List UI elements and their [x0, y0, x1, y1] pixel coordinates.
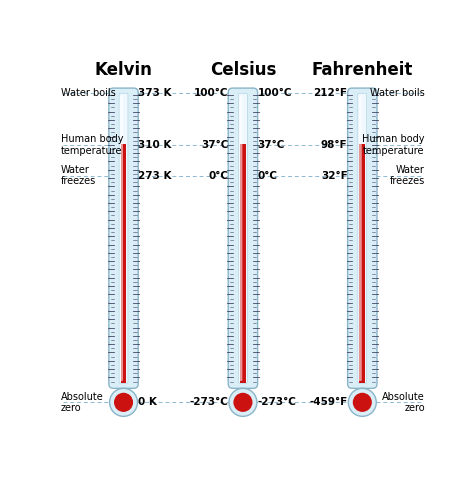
- Circle shape: [348, 388, 376, 416]
- FancyBboxPatch shape: [228, 88, 257, 388]
- Text: -459°F: -459°F: [310, 398, 347, 407]
- Circle shape: [109, 388, 137, 416]
- Text: 0°C: 0°C: [208, 171, 228, 181]
- Circle shape: [233, 393, 253, 412]
- Text: Absolute
zero: Absolute zero: [61, 391, 104, 413]
- Text: 0 K: 0 K: [138, 398, 157, 407]
- Text: Absolute
zero: Absolute zero: [382, 391, 425, 413]
- Text: Human body
temperature: Human body temperature: [61, 134, 124, 156]
- Text: 373 K: 373 K: [138, 88, 172, 98]
- Text: Fahrenheit: Fahrenheit: [311, 61, 413, 80]
- Text: Celsius: Celsius: [210, 61, 276, 80]
- Circle shape: [229, 388, 257, 416]
- Text: 98°F: 98°F: [321, 140, 347, 150]
- FancyBboxPatch shape: [119, 93, 128, 383]
- Text: 100°C: 100°C: [194, 88, 228, 98]
- Text: Human body
temperature: Human body temperature: [362, 134, 425, 156]
- FancyBboxPatch shape: [347, 88, 377, 388]
- Text: Water boils: Water boils: [370, 88, 425, 98]
- Text: 37°C: 37°C: [201, 140, 228, 150]
- Text: 273 K: 273 K: [138, 171, 172, 181]
- Text: -273°C: -273°C: [258, 398, 297, 407]
- Circle shape: [353, 393, 372, 412]
- Text: 32°F: 32°F: [321, 171, 347, 181]
- FancyBboxPatch shape: [238, 93, 247, 383]
- FancyBboxPatch shape: [359, 95, 362, 381]
- FancyBboxPatch shape: [358, 93, 367, 383]
- Text: 0°C: 0°C: [258, 171, 278, 181]
- Text: Kelvin: Kelvin: [95, 61, 153, 80]
- FancyBboxPatch shape: [239, 95, 242, 381]
- FancyBboxPatch shape: [120, 95, 123, 381]
- FancyBboxPatch shape: [109, 88, 138, 388]
- Text: Water
freezes: Water freezes: [390, 165, 425, 186]
- Text: Water boils: Water boils: [61, 88, 116, 98]
- Text: 310 K: 310 K: [138, 140, 172, 150]
- Text: -273°C: -273°C: [189, 398, 228, 407]
- Text: 100°C: 100°C: [258, 88, 292, 98]
- Text: 37°C: 37°C: [258, 140, 285, 150]
- Bar: [120, 144, 127, 383]
- Circle shape: [114, 393, 133, 412]
- Text: Water
freezes: Water freezes: [61, 165, 96, 186]
- Bar: [359, 144, 365, 383]
- Text: 212°F: 212°F: [314, 88, 347, 98]
- Bar: [240, 144, 246, 383]
